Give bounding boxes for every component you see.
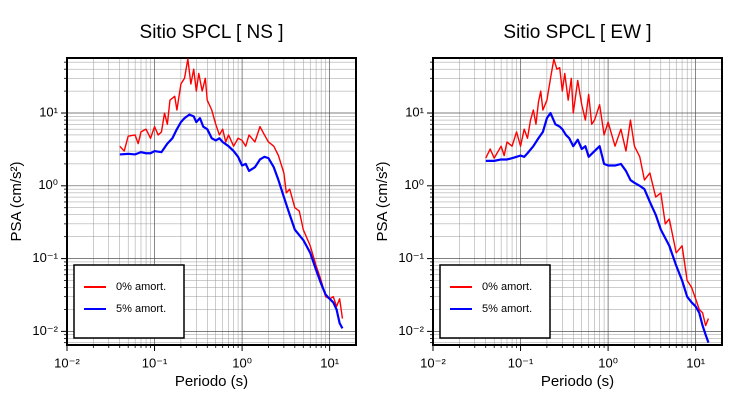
x-tick-label: 10⁻² [420, 355, 446, 370]
legend-label: 0% amort. [116, 281, 166, 293]
legend-box [73, 264, 185, 339]
x-axis-label: Periodo (s) [175, 373, 248, 390]
data-line [485, 58, 710, 327]
x-tick-label: 10¹ [320, 355, 339, 370]
y-tick-label: 10⁻² [398, 323, 424, 338]
y-tick-label: 10⁻¹ [32, 250, 58, 265]
y-tick-label: 10⁰ [404, 177, 424, 192]
plot-frame [432, 57, 723, 346]
x-tick-label: 10⁻¹ [508, 355, 534, 370]
y-tick-label: 10⁻¹ [398, 250, 424, 265]
legend-box [439, 264, 551, 339]
y-tick-label: 10⁻² [32, 323, 58, 338]
y-axis-label: PSA (cm/s²) [374, 161, 391, 241]
x-tick-label: 10⁰ [232, 355, 252, 370]
data-line [485, 111, 710, 344]
legend: 0% amort. 5% amort. [439, 264, 551, 339]
legend-label: 0% amort. [482, 281, 532, 293]
data-line [119, 113, 344, 329]
legend-label: 5% amort. [116, 303, 166, 315]
legend: 0% amort. 5% amort. [73, 264, 185, 339]
x-axis-label: Periodo (s) [541, 373, 614, 390]
plot-frame [66, 57, 357, 346]
x-tick-label: 10⁻¹ [142, 355, 168, 370]
data-line [119, 58, 344, 319]
x-tick-label: 10⁻² [54, 355, 80, 370]
y-tick-label: 10¹ [39, 104, 58, 119]
x-tick-label: 10¹ [686, 355, 705, 370]
y-axis-label: PSA (cm/s²) [8, 161, 25, 241]
chart-title: Sitio SPCL [ NS ] [140, 22, 284, 43]
x-tick-label: 10⁰ [598, 355, 618, 370]
y-tick-label: 10¹ [405, 104, 424, 119]
y-tick-label: 10⁰ [38, 177, 58, 192]
chart-title: Sitio SPCL [ EW ] [503, 22, 651, 43]
legend-label: 5% amort. [482, 303, 532, 315]
